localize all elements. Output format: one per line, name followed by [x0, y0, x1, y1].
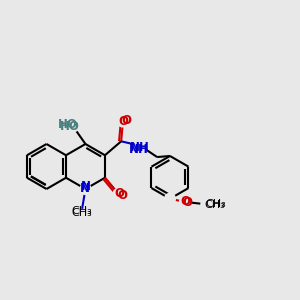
Circle shape [165, 193, 176, 204]
Text: HO: HO [60, 120, 80, 133]
Text: O: O [180, 195, 190, 208]
Text: O: O [122, 114, 132, 127]
Text: CH₃: CH₃ [72, 208, 92, 218]
Circle shape [135, 140, 146, 151]
Circle shape [68, 121, 79, 132]
Text: N: N [80, 182, 90, 195]
Text: HO: HO [58, 118, 78, 130]
Text: CH₃: CH₃ [72, 206, 92, 216]
Text: N: N [81, 180, 91, 193]
Circle shape [80, 184, 91, 194]
Text: NH: NH [129, 141, 149, 154]
Text: O: O [117, 189, 127, 202]
Circle shape [113, 188, 124, 199]
Text: O: O [182, 196, 192, 209]
Text: O: O [114, 188, 124, 200]
Text: CH₃: CH₃ [205, 199, 226, 208]
Circle shape [118, 116, 128, 127]
Text: NH: NH [129, 143, 149, 156]
Circle shape [179, 196, 190, 207]
Text: CH₃: CH₃ [205, 200, 225, 209]
Text: O: O [119, 115, 129, 128]
